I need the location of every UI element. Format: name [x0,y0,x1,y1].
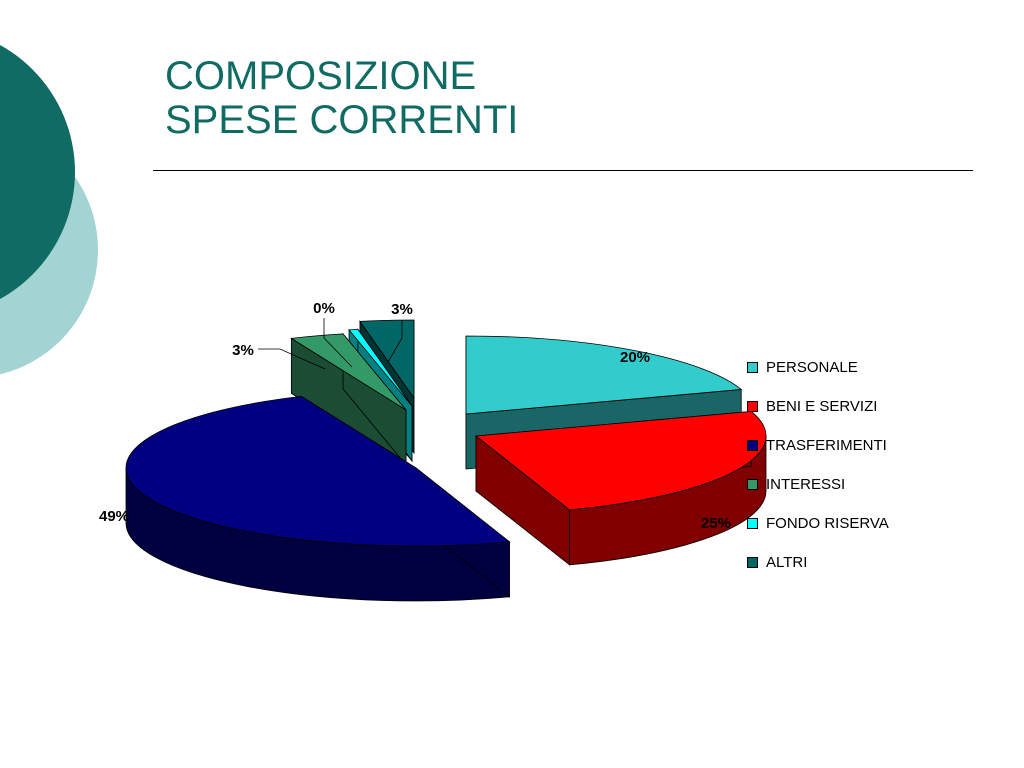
title-line-2: SPESE CORRENTI [165,98,519,142]
slice-top [348,328,413,407]
legend-swatch [747,440,758,451]
title-divider [153,170,973,171]
leader-line [258,348,326,370]
legend-label: INTERESSI [766,476,846,493]
pie-slice-interessi [290,332,407,467]
legend-item: FONDO RISERVA [747,504,889,543]
legend-item: TRASFERIMENTI [747,426,889,465]
slice-top [359,319,415,400]
legend-item: BENI E SERVIZI [747,387,889,426]
chart-legend: PERSONALE BENI E SERVIZI TRASFERIMENTI INTE… [747,348,889,582]
legend-label: PERSONALE [766,359,858,376]
legend-label: FONDO RISERVA [766,515,889,532]
pie-slice-trasferimenti [125,395,511,602]
legend-swatch [747,362,758,373]
data-label-altri: 3% [391,301,413,318]
legend-item: ALTRI [747,543,889,582]
slice-top [290,333,407,411]
data-label-beni-e-servizi: 25% [701,515,731,532]
title-line-1: COMPOSIZIONE [165,54,477,98]
leader-line [323,318,353,368]
legend-label: BENI E SERVIZI [766,398,878,415]
legend-label: TRASFERIMENTI [766,437,887,454]
slice-top [125,395,511,547]
data-label-fondo-riserva: 0% [313,300,335,317]
dark-circle [0,45,75,299]
slice-top [465,335,743,415]
leader-line [387,320,403,363]
slide-title: COMPOSIZIONE SPESE CORRENTI [165,54,518,142]
legend-swatch [747,401,758,412]
legend-swatch [747,557,758,568]
legend-label: ALTRI [766,554,808,571]
legend-item: PERSONALE [747,348,889,387]
legend-item: INTERESSI [747,465,889,504]
data-label-personale: 20% [620,349,650,366]
data-label-trasferimenti: 49% [99,508,129,525]
slice-top [474,411,767,511]
legend-swatch [747,518,758,529]
data-label-interessi: 3% [232,342,254,359]
legend-swatch [747,479,758,490]
pie-slice-beni-e-servizi [474,410,767,566]
